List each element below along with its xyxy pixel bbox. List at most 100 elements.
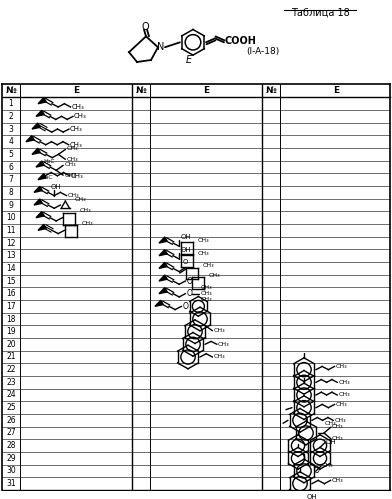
Text: CH₃: CH₃ — [332, 478, 343, 483]
Text: H₃C: H₃C — [44, 159, 55, 164]
Polygon shape — [159, 237, 167, 243]
Text: 27: 27 — [6, 429, 16, 438]
Text: 25: 25 — [6, 403, 16, 412]
Text: CH₃: CH₃ — [67, 193, 79, 198]
Text: CH₃: CH₃ — [325, 421, 337, 426]
Text: CH₃: CH₃ — [213, 328, 225, 333]
Text: O: O — [186, 289, 192, 298]
Polygon shape — [159, 250, 167, 255]
Text: 1: 1 — [9, 99, 13, 108]
Text: CH₃: CH₃ — [336, 402, 347, 407]
Text: №: № — [5, 86, 16, 95]
Text: E: E — [186, 55, 192, 65]
Text: O: O — [141, 21, 149, 31]
Text: O: O — [182, 302, 188, 311]
Text: 28: 28 — [6, 441, 16, 450]
Text: CH₃: CH₃ — [70, 126, 83, 132]
Polygon shape — [32, 148, 40, 154]
Text: 2: 2 — [9, 112, 13, 121]
Text: 11: 11 — [6, 226, 16, 235]
Polygon shape — [38, 224, 46, 231]
Text: E: E — [203, 86, 209, 95]
Text: CH₃: CH₃ — [218, 342, 230, 347]
Text: CH₃: CH₃ — [74, 113, 87, 119]
Text: O: O — [182, 259, 187, 265]
Text: N: N — [157, 42, 165, 52]
Text: CH₃: CH₃ — [200, 291, 212, 296]
Text: 7: 7 — [9, 175, 13, 184]
Text: CH₃: CH₃ — [338, 393, 350, 398]
Text: 29: 29 — [6, 454, 16, 463]
Text: CH₃: CH₃ — [336, 364, 347, 369]
Text: 21: 21 — [6, 352, 16, 361]
Polygon shape — [38, 98, 46, 104]
Text: 10: 10 — [6, 213, 16, 222]
Text: 9: 9 — [9, 201, 13, 210]
Text: 30: 30 — [6, 467, 16, 476]
Text: CH₃: CH₃ — [70, 142, 82, 148]
Text: CH₃: CH₃ — [197, 238, 209, 243]
Text: E: E — [73, 86, 79, 95]
Text: CH₃: CH₃ — [213, 354, 225, 359]
Polygon shape — [38, 174, 46, 180]
Text: CH₃: CH₃ — [334, 418, 346, 423]
Text: CH₃: CH₃ — [332, 437, 344, 442]
Text: 8: 8 — [9, 188, 13, 197]
Text: 16: 16 — [6, 289, 16, 298]
Text: №: № — [136, 86, 147, 95]
Text: 24: 24 — [6, 391, 16, 400]
Text: CH₃: CH₃ — [332, 424, 344, 429]
Text: E: E — [333, 86, 339, 95]
Text: CH₃: CH₃ — [72, 104, 84, 110]
Polygon shape — [32, 123, 40, 129]
Text: CH₃: CH₃ — [202, 263, 214, 268]
Text: OH: OH — [50, 184, 61, 190]
Text: 4: 4 — [9, 137, 13, 146]
Text: CH₃: CH₃ — [338, 380, 350, 385]
Text: CH₃: CH₃ — [66, 157, 78, 162]
Text: 15: 15 — [6, 276, 16, 285]
Polygon shape — [36, 110, 44, 116]
Text: 23: 23 — [6, 378, 16, 387]
Text: 20: 20 — [6, 340, 16, 349]
Polygon shape — [36, 161, 44, 167]
Text: 17: 17 — [6, 302, 16, 311]
Text: OH: OH — [307, 495, 317, 499]
Text: CH₃: CH₃ — [209, 272, 220, 277]
Polygon shape — [155, 300, 163, 306]
Text: №: № — [265, 86, 276, 95]
Text: 13: 13 — [6, 251, 16, 260]
Text: 5: 5 — [9, 150, 13, 159]
Polygon shape — [36, 212, 44, 218]
Text: CH₃: CH₃ — [64, 173, 76, 178]
Text: COOH: COOH — [225, 36, 257, 46]
Text: 14: 14 — [6, 264, 16, 273]
Text: CH₃: CH₃ — [322, 463, 334, 468]
Text: CH₃: CH₃ — [79, 208, 91, 213]
Text: 22: 22 — [6, 365, 16, 374]
Text: CH₃: CH₃ — [64, 162, 76, 167]
Text: (I-A-18): (I-A-18) — [246, 47, 279, 56]
Text: CH₃: CH₃ — [71, 173, 83, 179]
Text: CH₃: CH₃ — [74, 197, 86, 202]
Text: CH₃: CH₃ — [200, 297, 212, 302]
Text: CH₃: CH₃ — [66, 146, 78, 151]
Text: CH₃: CH₃ — [200, 285, 212, 290]
Text: 12: 12 — [6, 239, 16, 248]
Text: O: O — [186, 276, 192, 285]
Text: 18: 18 — [6, 314, 16, 323]
Text: Таблица 18: Таблица 18 — [290, 8, 349, 18]
Text: O: O — [314, 467, 320, 476]
Text: 26: 26 — [6, 416, 16, 425]
Text: OH: OH — [180, 235, 191, 241]
Text: 19: 19 — [6, 327, 16, 336]
Text: OH: OH — [326, 439, 337, 445]
Polygon shape — [159, 275, 167, 281]
Polygon shape — [26, 136, 34, 142]
Polygon shape — [34, 186, 42, 193]
Text: 31: 31 — [6, 479, 16, 488]
Text: H₃C: H₃C — [41, 175, 53, 180]
Polygon shape — [34, 199, 42, 205]
Text: 3: 3 — [9, 125, 13, 134]
Text: 6: 6 — [9, 163, 13, 172]
